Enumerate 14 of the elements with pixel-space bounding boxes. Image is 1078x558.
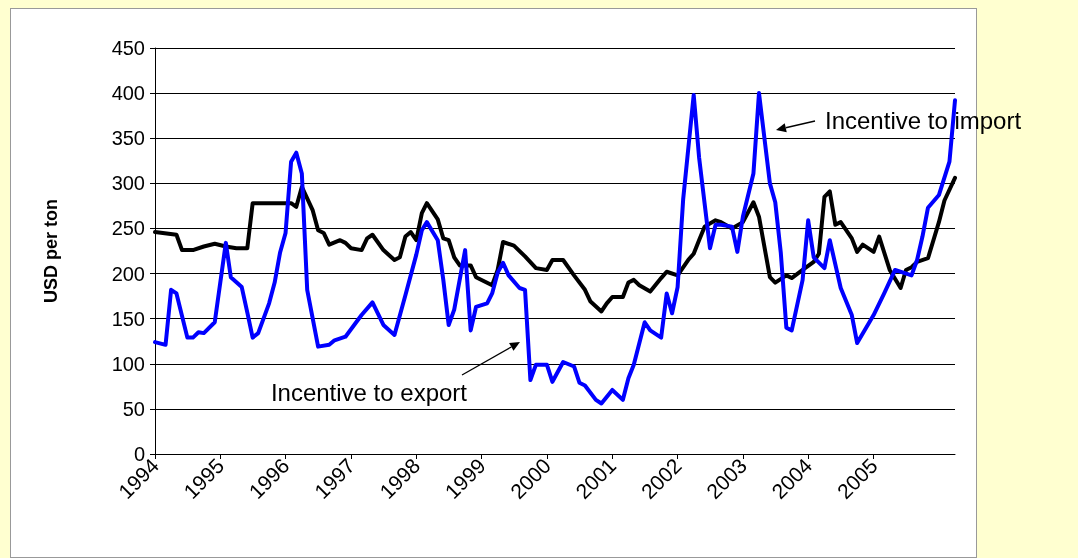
annotation: Incentive to import bbox=[825, 106, 1022, 134]
annotation: Incentive to export bbox=[270, 378, 468, 406]
y-tick-label: 350 bbox=[111, 127, 145, 150]
y-axis-title: USD per ton bbox=[41, 198, 61, 304]
y-tick-label: 150 bbox=[111, 307, 145, 330]
y-tick-label: 200 bbox=[111, 262, 145, 285]
y-tick-label: 50 bbox=[122, 397, 145, 420]
y-tick-label: 450 bbox=[111, 37, 145, 59]
y-tick-label: 100 bbox=[111, 352, 145, 375]
y-tick-label: 400 bbox=[111, 82, 145, 105]
y-tick-label: 0 bbox=[133, 443, 145, 465]
y-tick-label: 300 bbox=[111, 172, 145, 195]
y-tick-label: 250 bbox=[111, 217, 145, 240]
line-series bbox=[153, 91, 957, 406]
